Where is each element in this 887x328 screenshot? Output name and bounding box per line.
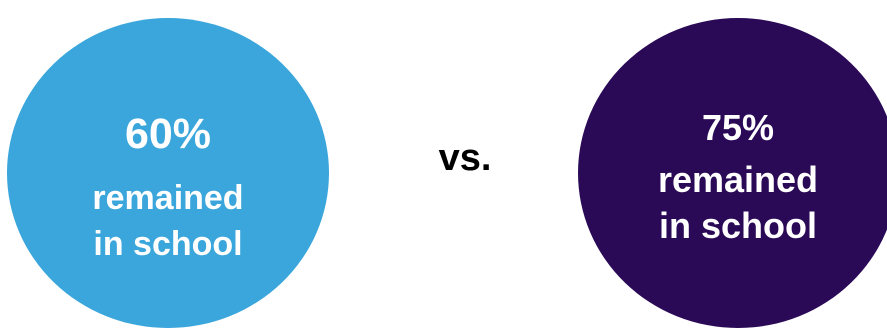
left-stat-label-line1: remained bbox=[92, 179, 244, 217]
left-stat-circle: 60% remained in school bbox=[7, 18, 329, 328]
left-stat-percent: 60% bbox=[124, 110, 212, 158]
versus-label: vs. bbox=[438, 137, 492, 179]
right-stat-circle: 75% remained in school bbox=[578, 18, 887, 328]
right-stat-percent: 75% bbox=[701, 107, 775, 148]
left-stat-label-line2: in school bbox=[93, 225, 243, 263]
right-stat-label-line1: remained bbox=[657, 159, 819, 200]
right-stat-label-line2: in school bbox=[658, 205, 817, 246]
